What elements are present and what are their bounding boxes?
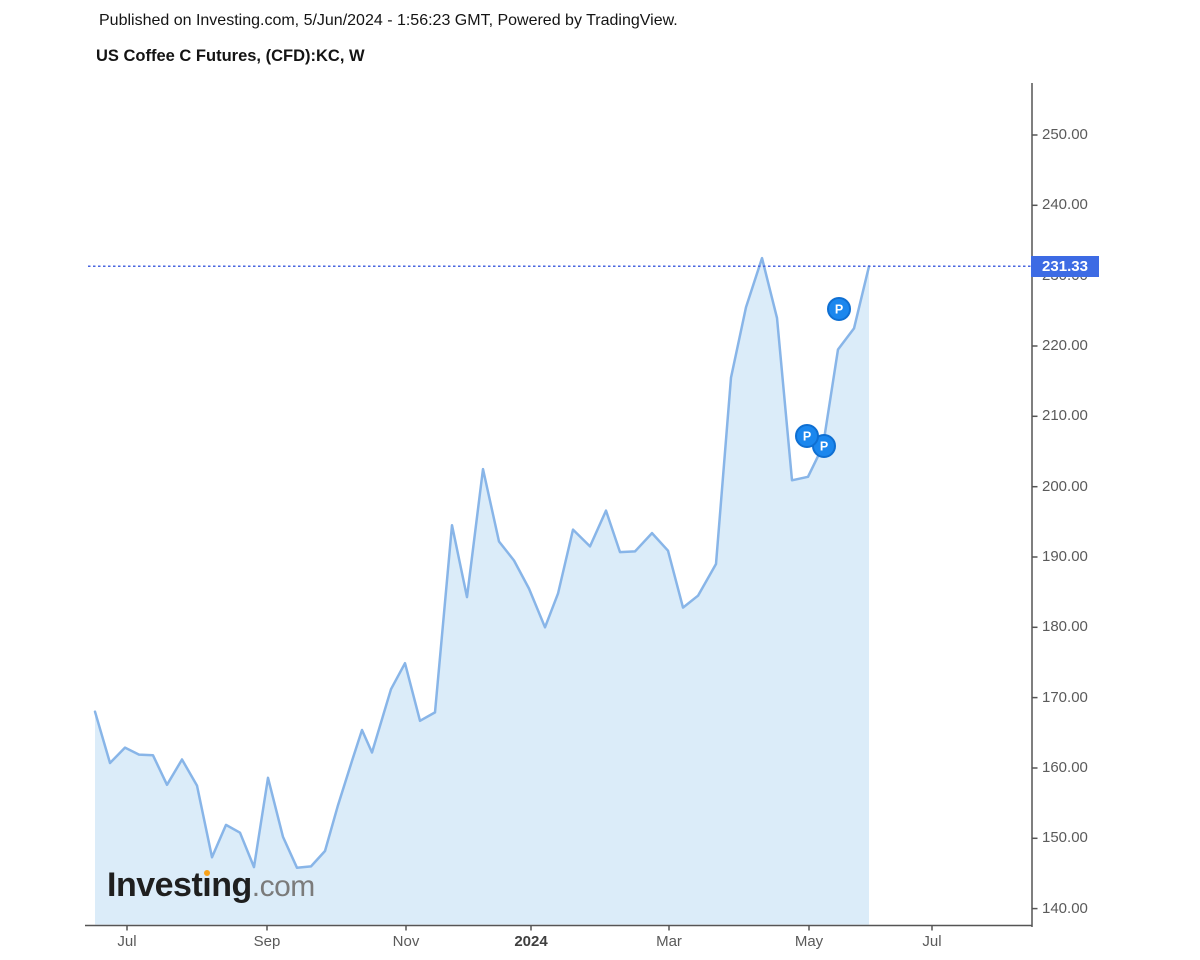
position-marker-letter: P [820,440,828,454]
position-marker-circle [827,297,851,321]
logo-orange-dot-i: ı [202,866,212,904]
price-area-fill [95,258,869,925]
position-marker-letter: P [835,303,843,317]
time-tick-label: May [794,933,824,950]
time-tick-label: Sep [253,933,281,950]
price-tick-label: 250.00 [1042,126,1088,143]
published-line: Published on Investing.com, 5/Jun/2024 -… [99,12,678,29]
time-tick-label: 2024 [514,933,548,950]
price-tick-label: 180.00 [1042,618,1088,636]
price-tick-label: 190.00 [1042,547,1088,565]
price-tick-label: 170.00 [1042,688,1088,706]
position-marker-p[interactable]: P [795,424,819,448]
logo-domain-text: .com [251,870,316,903]
price-tick-label: 240.00 [1042,196,1088,214]
price-tick-label: 200.00 [1042,477,1088,495]
position-marker-circle [795,424,819,448]
position-marker-p[interactable]: P [827,297,851,321]
investing-logo-text: Investıng [107,866,252,904]
investing-watermark: Investıng.com [107,868,315,904]
chart-title: US Coffee C Futures, (CFD):KC, W [96,47,365,65]
price-line [93,256,871,870]
price-tick-label: 150.00 [1042,829,1088,847]
time-tick-label: Mar [656,933,682,950]
time-tick-label: Jul [922,933,942,950]
price-tick-label: 140.00 [1042,899,1088,917]
time-tick-label: Jul [117,933,137,950]
time-tick-label: Nov [392,933,420,950]
position-marker-letter: P [803,430,811,444]
last-price-badge: 231.33 [1031,255,1099,277]
price-tick-label: 210.00 [1042,407,1088,425]
price-tick-label: 220.00 [1042,336,1088,354]
price-tick-label: 160.00 [1042,758,1088,776]
